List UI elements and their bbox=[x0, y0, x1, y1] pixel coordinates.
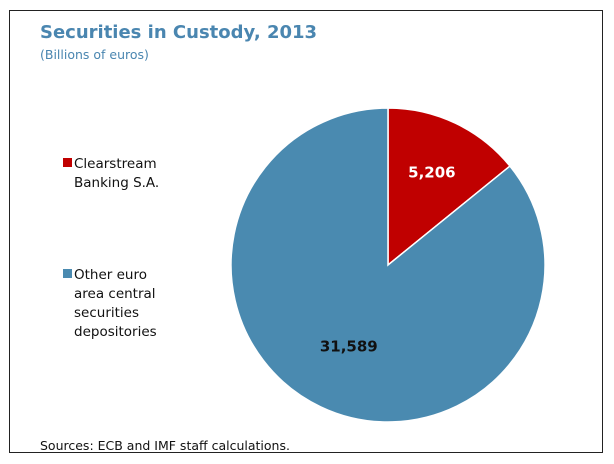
legend-label-other-csds: Other euro area central securities depos… bbox=[74, 267, 157, 340]
pie-slice-clearstream bbox=[387, 107, 511, 267]
chart-title: Securities in Custody, 2013 bbox=[40, 22, 318, 43]
pie-slice-other-csds bbox=[230, 107, 546, 423]
chart-subtitle: (Billions of euros) bbox=[40, 47, 149, 62]
chart-source-note: Sources: ECB and IMF staff calculations. bbox=[40, 438, 290, 453]
pie-data-label-clearstream: 5,206 bbox=[408, 163, 455, 181]
pie-data-label-other-csds: 31,589 bbox=[320, 338, 378, 356]
legend-swatch-other-csds bbox=[63, 269, 72, 278]
legend-swatch-clearstream bbox=[63, 158, 72, 167]
legend-label-clearstream: Clearstream Banking S.A. bbox=[74, 156, 160, 191]
